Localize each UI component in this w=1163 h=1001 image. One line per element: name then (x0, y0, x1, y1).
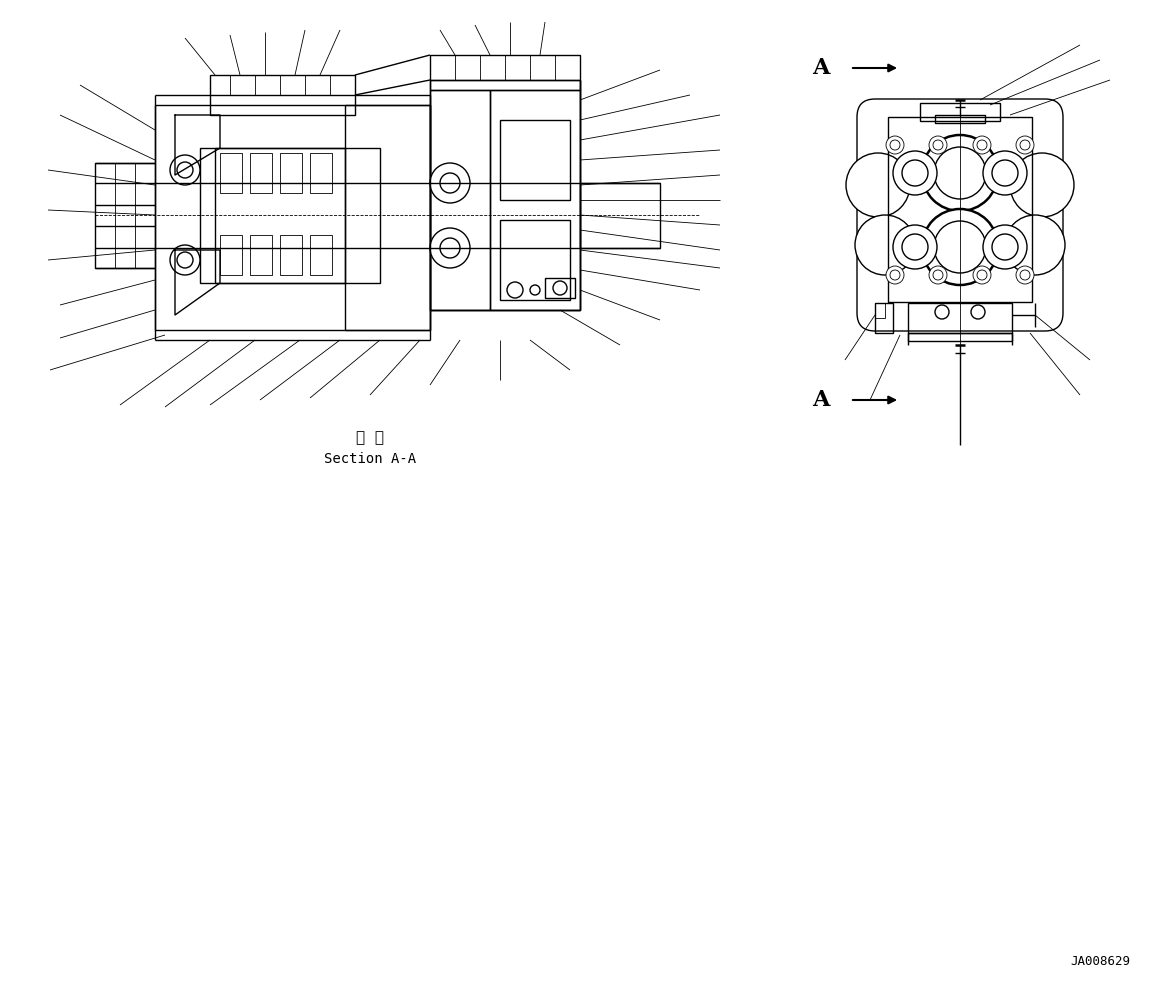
Bar (430, 80, 580, 310)
Bar (889, 117, 1032, 302)
Circle shape (922, 135, 998, 211)
Bar (200, 148, 380, 283)
Circle shape (855, 215, 915, 275)
Circle shape (983, 151, 1027, 195)
Bar (250, 153, 272, 193)
Circle shape (929, 266, 947, 284)
Circle shape (922, 209, 998, 285)
Bar (345, 105, 430, 330)
Bar (490, 90, 580, 310)
Circle shape (973, 266, 991, 284)
Circle shape (893, 225, 937, 269)
Circle shape (893, 151, 937, 195)
Bar (215, 148, 345, 283)
Circle shape (552, 281, 568, 295)
Circle shape (1005, 215, 1065, 275)
Circle shape (977, 140, 987, 150)
Circle shape (971, 305, 985, 319)
Circle shape (177, 162, 193, 178)
Circle shape (934, 147, 986, 199)
Text: A: A (813, 389, 830, 411)
Text: JA008629: JA008629 (1070, 955, 1130, 968)
Bar (580, 183, 659, 248)
Circle shape (430, 163, 470, 203)
Circle shape (983, 225, 1027, 269)
Circle shape (902, 160, 928, 186)
Bar (545, 278, 575, 298)
Bar (935, 115, 985, 123)
Bar (311, 235, 331, 275)
Circle shape (890, 270, 900, 280)
Bar (500, 220, 570, 300)
Circle shape (902, 234, 928, 260)
Circle shape (530, 285, 540, 295)
Circle shape (933, 270, 943, 280)
Bar (220, 153, 242, 193)
Circle shape (1016, 136, 1034, 154)
Circle shape (886, 266, 904, 284)
Bar (280, 153, 302, 193)
Circle shape (886, 136, 904, 154)
FancyBboxPatch shape (857, 99, 1063, 331)
Text: Section A-A: Section A-A (324, 452, 416, 466)
Circle shape (1009, 153, 1073, 217)
Circle shape (440, 238, 461, 258)
Bar (908, 303, 1012, 333)
Circle shape (507, 282, 523, 298)
Bar (500, 120, 570, 200)
Circle shape (933, 140, 943, 150)
Bar (280, 235, 302, 275)
Bar (430, 55, 580, 90)
Bar (155, 105, 430, 330)
Bar (250, 235, 272, 275)
Bar (311, 153, 331, 193)
Circle shape (1020, 140, 1030, 150)
Circle shape (934, 221, 986, 273)
Circle shape (846, 153, 909, 217)
Circle shape (890, 140, 900, 150)
Circle shape (1016, 266, 1034, 284)
Bar (430, 90, 490, 310)
Circle shape (977, 270, 987, 280)
Circle shape (992, 234, 1018, 260)
Circle shape (1020, 270, 1030, 280)
Bar (95, 163, 155, 268)
Circle shape (992, 160, 1018, 186)
Bar (875, 303, 893, 333)
Circle shape (430, 228, 470, 268)
Text: 断  面: 断 面 (356, 430, 384, 445)
Circle shape (929, 136, 947, 154)
Circle shape (973, 136, 991, 154)
Bar (875, 303, 885, 318)
Bar (211, 75, 355, 115)
Text: A: A (813, 57, 830, 79)
Circle shape (170, 155, 200, 185)
Circle shape (177, 252, 193, 268)
Bar (920, 103, 1000, 121)
Bar (908, 333, 1012, 341)
Circle shape (935, 305, 949, 319)
Circle shape (170, 245, 200, 275)
Circle shape (440, 173, 461, 193)
Bar (220, 235, 242, 275)
